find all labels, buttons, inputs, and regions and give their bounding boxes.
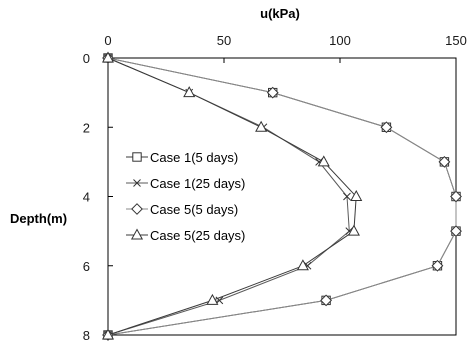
legend-marker xyxy=(133,179,141,187)
data-point xyxy=(320,294,332,307)
y-axis-title: Depth(m) xyxy=(10,211,67,226)
x-marker-stroke xyxy=(133,179,141,187)
series-line xyxy=(107,57,457,336)
x-tick-label: 50 xyxy=(217,33,231,48)
data-point xyxy=(255,120,268,132)
data-point xyxy=(438,155,451,168)
series-line xyxy=(107,57,457,336)
series-line xyxy=(107,57,357,336)
x-tick-label: 0 xyxy=(104,33,111,48)
legend-label: Case 1(5 days) xyxy=(150,150,238,165)
x-axis-title: u(kPa) xyxy=(260,6,300,21)
legend-marker xyxy=(130,228,144,240)
data-point xyxy=(317,155,330,167)
y-tick-label: 2 xyxy=(83,120,90,135)
series-2 xyxy=(104,54,354,339)
data-point xyxy=(450,190,462,203)
data-point xyxy=(431,259,444,272)
x-marker-stroke xyxy=(345,227,354,235)
legend-label: Case 5(25 days) xyxy=(150,228,245,243)
legend-entry: Case 5(5 days) xyxy=(126,202,238,217)
data-point xyxy=(183,86,196,98)
y-tick-label: 4 xyxy=(83,190,90,205)
series-3 xyxy=(102,52,462,341)
series-line xyxy=(107,57,350,336)
data-point xyxy=(206,293,219,305)
x-marker-stroke xyxy=(315,158,323,166)
y-tick-label: 8 xyxy=(83,328,90,343)
legend-entry: Case 1(5 days) xyxy=(126,150,238,165)
data-point xyxy=(350,189,363,201)
x-tick-label: 100 xyxy=(329,33,351,48)
data-point xyxy=(101,328,115,340)
legend-label: Case 1(25 days) xyxy=(150,176,245,191)
y-tick-label: 6 xyxy=(83,259,90,274)
data-point xyxy=(380,121,393,134)
x-marker-stroke xyxy=(343,192,351,201)
plot-frame xyxy=(107,57,457,336)
legend-entry: Case 1(25 days) xyxy=(126,176,245,191)
x-tick-label: 150 xyxy=(445,33,467,48)
y-tick-label: 0 xyxy=(83,51,90,66)
data-point xyxy=(266,86,279,99)
legend-marker xyxy=(132,152,142,162)
data-point xyxy=(343,192,351,201)
data-point xyxy=(296,259,309,271)
series-1 xyxy=(103,53,461,340)
data-point xyxy=(347,224,360,236)
legend-label: Case 5(5 days) xyxy=(150,202,238,217)
data-point xyxy=(101,51,115,63)
series-4 xyxy=(101,51,363,340)
legend-marker xyxy=(131,203,143,215)
data-point xyxy=(450,225,462,238)
legend-entry: Case 5(25 days) xyxy=(126,228,245,243)
